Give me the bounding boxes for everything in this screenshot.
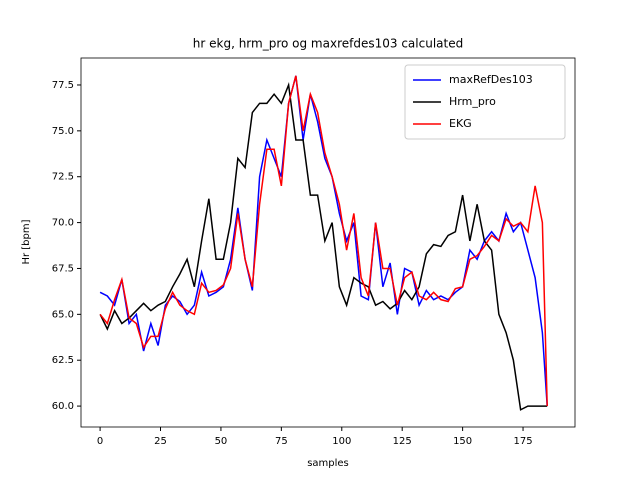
y-tick-label: 62.5 bbox=[52, 355, 74, 366]
legend-label: EKG bbox=[449, 117, 472, 130]
plot-frame bbox=[80, 57, 576, 428]
x-tick-label: 50 bbox=[215, 436, 228, 447]
x-tick-label: 125 bbox=[393, 436, 412, 447]
legend-box bbox=[404, 64, 566, 140]
x-tick-label: 100 bbox=[332, 436, 351, 447]
data-line bbox=[99, 75, 548, 407]
y-axis-label: Hr [bpm] bbox=[21, 219, 32, 264]
legend-label: Hrm_pro bbox=[449, 95, 496, 108]
x-tick-label: 0 bbox=[97, 436, 103, 447]
y-tick-label: 70.0 bbox=[52, 218, 74, 229]
legend-label: maxRefDes103 bbox=[449, 73, 533, 86]
y-tick-label: 77.5 bbox=[52, 80, 74, 91]
chart-title: hr ekg, hrm_pro og maxrefdes103 calculat… bbox=[193, 37, 463, 51]
y-tick-label: 60.0 bbox=[52, 401, 74, 412]
x-axis-label: samples bbox=[307, 458, 349, 469]
x-tick-label: 75 bbox=[275, 436, 288, 447]
y-tick-label: 72.5 bbox=[52, 172, 74, 183]
data-line bbox=[99, 82, 548, 411]
y-tick-label: 65.0 bbox=[52, 309, 74, 320]
x-tick-label: 25 bbox=[154, 436, 167, 447]
y-tick-label: 75.0 bbox=[52, 126, 74, 137]
x-tick-label: 175 bbox=[513, 436, 532, 447]
y-tick-label: 67.5 bbox=[52, 263, 74, 274]
x-tick-label: 150 bbox=[453, 436, 472, 447]
